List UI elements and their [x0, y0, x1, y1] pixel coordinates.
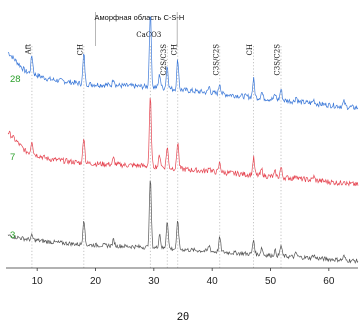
x-axis-label: 2θ [177, 311, 189, 323]
series-traces: 28 7 3 [7, 16, 359, 264]
x-tick-label: 10 [32, 276, 44, 287]
series-label-3: 3 [10, 230, 15, 241]
series-label-7: 7 [10, 152, 15, 163]
x-tick-label: 60 [323, 276, 335, 287]
series-line-7 [7, 97, 359, 187]
phase-marker-label: Aft [24, 44, 32, 56]
series-label-28: 28 [10, 74, 21, 85]
amorphous-region: Аморфная область C-S-H [95, 12, 185, 46]
axes: 10 20 30 40 50 60 [6, 267, 358, 287]
phase-marker-label: CH [76, 44, 84, 55]
phase-marker-label: CH [246, 44, 254, 55]
x-tick-label: 40 [207, 276, 219, 287]
amorphous-region-label: Аморфная область C-S-H [95, 13, 185, 22]
x-tick-label: 20 [90, 276, 102, 287]
phase-marker-label: C3S/C2S [212, 44, 220, 76]
phase-marker-label: C3S/C2S [274, 44, 282, 76]
phase-marker-label: CaCO3 [136, 31, 161, 39]
series-line-28 [7, 16, 359, 111]
x-tick-label: 50 [265, 276, 277, 287]
phase-marker-label: CH [170, 44, 178, 55]
series-line-3 [7, 180, 359, 264]
phase-marker-label: C2S/C3S [160, 44, 168, 76]
x-tick-label: 30 [148, 276, 160, 287]
